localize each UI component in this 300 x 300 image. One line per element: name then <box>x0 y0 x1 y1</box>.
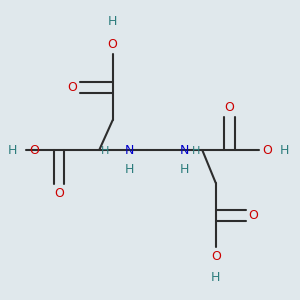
Text: O: O <box>29 143 39 157</box>
Text: O: O <box>54 187 64 200</box>
Text: N: N <box>124 143 134 157</box>
Text: H: H <box>101 146 110 156</box>
Text: O: O <box>262 143 272 157</box>
Text: O: O <box>211 250 220 263</box>
Text: O: O <box>108 38 118 51</box>
Text: H: H <box>279 143 289 157</box>
Text: O: O <box>248 209 258 222</box>
Text: H: H <box>211 271 220 284</box>
Text: H: H <box>8 143 17 157</box>
Text: N: N <box>180 143 189 157</box>
Text: H: H <box>124 163 134 176</box>
Text: O: O <box>67 81 77 94</box>
Text: H: H <box>180 163 189 176</box>
Text: H: H <box>108 15 117 28</box>
Text: O: O <box>224 101 234 114</box>
Text: H: H <box>192 146 200 156</box>
